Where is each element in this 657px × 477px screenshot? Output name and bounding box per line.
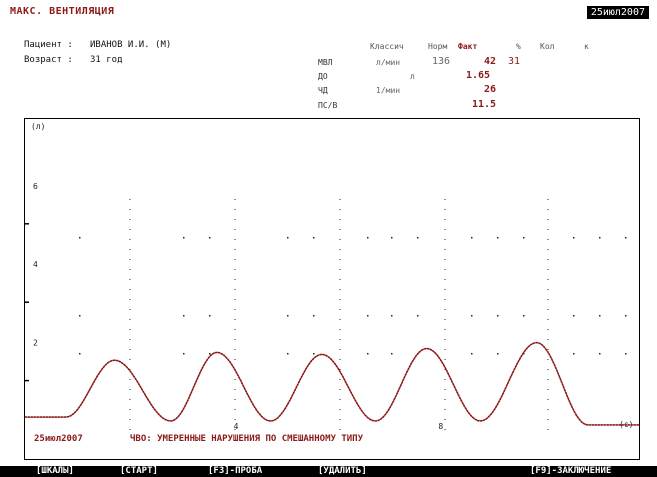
grid-dot-1-9	[497, 315, 499, 317]
spirogram-svg: 642(л)4 8 (с)	[25, 122, 639, 439]
x-tick-label-1: 8	[438, 422, 443, 431]
grid-dot-0-12	[599, 237, 601, 239]
param-fact-mvl: 42	[484, 56, 497, 67]
grid-dot-2-11	[573, 353, 575, 355]
param-norm-mvl: 136	[432, 56, 451, 67]
y-unit-label: (л)	[31, 122, 45, 131]
grid-dot-2-8	[471, 353, 473, 355]
grid-dot-1-10	[523, 315, 525, 317]
y-tick-label-1: 4	[33, 260, 38, 269]
grid-dot-2-6	[391, 353, 393, 355]
col-header-count: Кол	[540, 42, 555, 51]
grid-dot-1-1	[183, 315, 185, 317]
param-unit-do: л	[410, 72, 415, 81]
col-header-k: к	[584, 42, 589, 51]
fkey-scales[interactable]: [ШКАЛЫ]	[36, 466, 74, 476]
param-fact-psv: 11.5	[472, 99, 497, 110]
param-unit-chd: 1/мин	[376, 86, 401, 95]
param-label-chd: ЧД	[318, 86, 328, 95]
grid-dot-2-0	[79, 353, 81, 355]
grid-dot-0-7	[417, 237, 419, 239]
param-label-mvl: МВЛ	[318, 58, 333, 67]
param-label-do: ДО	[318, 72, 328, 81]
y-tick-label-0: 6	[33, 182, 38, 191]
status-message: ЧВО: УМЕРЕННЫЕ НАРУШЕНИЯ ПО СМЕШАННОМУ Т…	[130, 434, 363, 444]
grid-dot-0-11	[573, 237, 575, 239]
grid-dot-0-8	[471, 237, 473, 239]
param-fact-chd: 26	[484, 84, 497, 95]
col-header-norm: Норм	[428, 42, 448, 51]
fkey-delete[interactable]: [УДАЛИТЬ]	[318, 466, 367, 476]
grid-dot-0-0	[79, 237, 81, 239]
fkey-start[interactable]: [СТАРТ]	[120, 466, 158, 476]
grid-dot-2-12	[599, 353, 601, 355]
grid-dot-0-13	[625, 237, 627, 239]
spirogram-plot: 6 4 2 (л) 4 8 (с)	[24, 118, 640, 460]
param-fact-do: 1.65	[466, 70, 491, 81]
grid-dot-1-8	[471, 315, 473, 317]
grid-dot-1-2	[209, 315, 211, 317]
grid-dot-1-3	[287, 315, 289, 317]
patient-name-value: ИВАНОВ И.И. (М)	[90, 40, 172, 50]
tick-layer: 642(л)4 8 (с)	[25, 122, 633, 431]
x-tick-label-0: 4	[234, 422, 239, 431]
col-header-percent: %	[516, 42, 521, 51]
grid-dot-1-7	[417, 315, 419, 317]
grid-dot-2-13	[625, 353, 627, 355]
grid-dot-2-3	[287, 353, 289, 355]
grid-dot-1-4	[313, 315, 315, 317]
grid-dot-1-11	[573, 315, 575, 317]
volume-trace	[25, 341, 639, 426]
grid-dot-1-12	[599, 315, 601, 317]
grid-dot-1-13	[625, 315, 627, 317]
patient-age-value: 31 год	[90, 55, 123, 65]
grid-dot-0-3	[287, 237, 289, 239]
grid-dot-0-4	[313, 237, 315, 239]
grid-dot-2-2	[209, 353, 211, 355]
grid-dot-0-9	[497, 237, 499, 239]
param-unit-mvl: л/мин	[376, 58, 401, 67]
grid-layer	[79, 199, 627, 439]
y-tick-label-2: 2	[33, 339, 38, 348]
grid-dot-0-6	[391, 237, 393, 239]
param-label-psv: ПС/В	[318, 101, 338, 110]
fkey-conclusion[interactable]: [F9]-ЗАКЛЮЧЕНИЕ	[530, 466, 612, 476]
col-header-fact: Факт	[458, 42, 478, 51]
grid-dot-0-2	[209, 237, 211, 239]
grid-dot-1-5	[367, 315, 369, 317]
grid-dot-0-5	[367, 237, 369, 239]
grid-dot-2-1	[183, 353, 185, 355]
header-date: 25июл2007	[586, 6, 649, 19]
col-header-classic: Классич	[370, 42, 404, 51]
window-title: МАКС. ВЕНТИЛЯЦИЯ	[10, 6, 115, 17]
fkey-probe[interactable]: [F3]-ПРОБА	[208, 466, 263, 476]
grid-dot-1-0	[79, 315, 81, 317]
function-key-bar: [ШКАЛЫ] [СТАРТ] [F3]-ПРОБА [УДАЛИТЬ] [F9…	[0, 466, 657, 477]
grid-dot-0-10	[523, 237, 525, 239]
grid-dot-2-4	[313, 353, 315, 355]
patient-age-label: Возраст :	[24, 55, 73, 65]
grid-dot-2-5	[367, 353, 369, 355]
grid-dot-2-9	[497, 353, 499, 355]
status-date: 25июл2007	[34, 434, 83, 444]
param-pct-mvl: 31	[508, 56, 521, 67]
grid-dot-0-1	[183, 237, 185, 239]
grid-dot-1-6	[391, 315, 393, 317]
patient-name-label: Пациент :	[24, 40, 73, 50]
